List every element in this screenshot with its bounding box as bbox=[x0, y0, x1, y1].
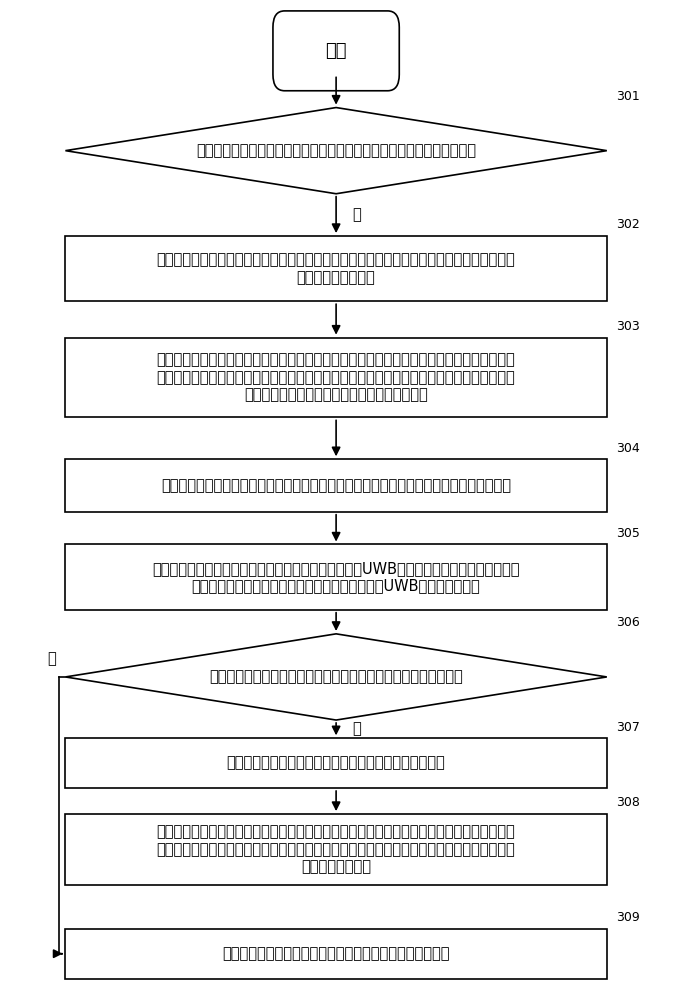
FancyBboxPatch shape bbox=[273, 11, 399, 91]
Text: 308: 308 bbox=[617, 796, 640, 809]
Text: 光伏电站运营管理系统检测所述管理人员使用的移动设备响应于所述第二报警消息发送的形变
检测指令，所述形变指令包括所述多个浮筒中的某一第一目标浮筒的唯一标识，所述形: 光伏电站运营管理系统检测所述管理人员使用的移动设备响应于所述第二报警消息发送的形… bbox=[157, 353, 516, 402]
Text: 光伏电站运营管理系统判断所述其余浮筒中是否存在第二目标浮筒: 光伏电站运营管理系统判断所述其余浮筒中是否存在第二目标浮筒 bbox=[209, 669, 463, 684]
Text: 309: 309 bbox=[617, 911, 640, 924]
Text: 302: 302 bbox=[617, 218, 640, 231]
Bar bbox=[65, 929, 607, 979]
Text: 301: 301 bbox=[617, 90, 640, 103]
Bar bbox=[65, 738, 607, 788]
Text: 306: 306 bbox=[617, 616, 640, 629]
Text: 光伏电站运营管理系统确定出所述光伏发电系统发生形变: 光伏电站运营管理系统确定出所述光伏发电系统发生形变 bbox=[227, 756, 446, 771]
Text: 检测所述光伏发电系统所处的水环境的当前浪高是否等于或超过指定浪高: 检测所述光伏发电系统所处的水环境的当前浪高是否等于或超过指定浪高 bbox=[196, 143, 476, 158]
Bar bbox=[65, 544, 607, 610]
Text: 光伏电站运营管理系统向所述管理人员驾驶的汽车发送形变检测结果，以使所述管理人员驾驶
的汽车向所述管理人员输出所述形变检测结果；所述形变检测结果用于表示所述水上漂: 光伏电站运营管理系统向所述管理人员驾驶的汽车发送形变检测结果，以使所述管理人员驾… bbox=[157, 824, 516, 874]
Bar bbox=[65, 338, 607, 417]
Polygon shape bbox=[65, 634, 607, 720]
Bar bbox=[65, 814, 607, 885]
Text: 是: 是 bbox=[352, 722, 361, 737]
Text: 光伏电站运营管理系统确定所述第一目标浮筒上设置的UWB天线与所述多个浮筒中除所述第
一目标浮筒之外的其余浮筒中的每一浮筒上设置的UWB天线的实际距离: 光伏电站运营管理系统确定所述第一目标浮筒上设置的UWB天线与所述多个浮筒中除所述… bbox=[152, 561, 520, 593]
Text: 307: 307 bbox=[617, 721, 640, 734]
Text: 光伏电站运营管理系统向所述光伏发电系统对应的管理人员使用的移动设备发送包括所述当前
浪高的第二报警消息: 光伏电站运营管理系统向所述光伏发电系统对应的管理人员使用的移动设备发送包括所述当… bbox=[157, 252, 516, 285]
Bar bbox=[65, 459, 607, 512]
Text: 开始: 开始 bbox=[325, 42, 347, 60]
Text: 光伏电站运营管理系统确定出所述光伏发电系统未发生形变: 光伏电站运营管理系统确定出所述光伏发电系统未发生形变 bbox=[222, 946, 450, 961]
Text: 303: 303 bbox=[617, 320, 640, 333]
Bar bbox=[65, 236, 607, 301]
Text: 305: 305 bbox=[617, 527, 640, 540]
Text: 光伏电站运营管理系统根据所述形变检测指令，从所述多个浮筒中确定出某一第一目标浮筒: 光伏电站运营管理系统根据所述形变检测指令，从所述多个浮筒中确定出某一第一目标浮筒 bbox=[161, 478, 511, 493]
Text: 304: 304 bbox=[617, 442, 640, 455]
Polygon shape bbox=[65, 108, 607, 194]
Text: 否: 否 bbox=[47, 651, 55, 666]
Text: 是: 是 bbox=[352, 207, 361, 222]
